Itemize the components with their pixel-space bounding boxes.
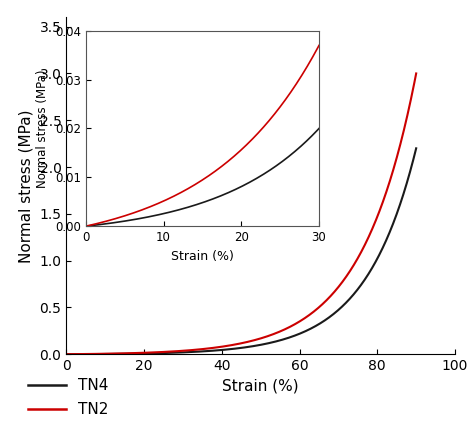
Line: TN2: TN2: [66, 73, 416, 354]
TN4: [224, 347, 230, 352]
TN2: [403, 118, 409, 124]
TN2: [403, 119, 409, 124]
Y-axis label: Normal stress (MPa): Normal stress (MPa): [19, 109, 34, 263]
TN2: [82, 352, 87, 357]
TN4: [234, 346, 239, 351]
TN4: [403, 183, 409, 188]
Legend: TN4, TN2: TN4, TN2: [22, 372, 115, 423]
X-axis label: Strain (%): Strain (%): [222, 379, 299, 394]
TN4: [64, 352, 69, 357]
TN4: [413, 146, 419, 151]
TN2: [224, 343, 230, 349]
TN2: [413, 71, 419, 76]
Line: TN4: TN4: [66, 148, 416, 354]
TN4: [403, 184, 409, 189]
TN2: [234, 342, 239, 347]
TN2: [64, 352, 69, 357]
TN4: [339, 304, 345, 309]
TN4: [82, 352, 87, 357]
TN2: [339, 280, 345, 285]
